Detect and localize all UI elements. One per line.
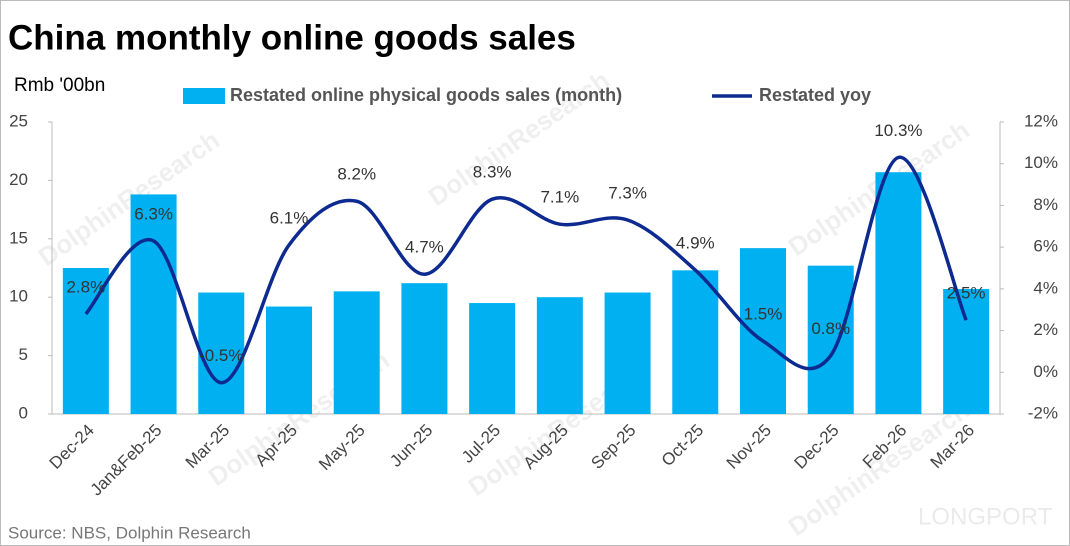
y2-tick-label: -2%: [1028, 403, 1058, 422]
data-label: 4.7%: [405, 238, 444, 257]
y2-tick-label: 10%: [1024, 153, 1058, 172]
data-label: 7.3%: [608, 184, 647, 203]
data-label: -0.5%: [199, 346, 243, 365]
source: Source: NBS, Dolphin Research: [8, 523, 251, 542]
bar: [130, 194, 177, 414]
bar: [536, 297, 583, 414]
y-axis-label: Rmb '00bn: [14, 75, 105, 96]
bar: [672, 270, 719, 414]
legend-label: Restated online physical goods sales (mo…: [230, 85, 622, 105]
bar: [198, 292, 245, 414]
bar: [943, 289, 990, 414]
bar: [266, 306, 312, 414]
y2-tick-label: 8%: [1033, 195, 1058, 214]
data-label: 8.2%: [337, 165, 376, 184]
y-tick-label: 0: [19, 403, 28, 422]
y-tick-label: 15: [9, 228, 28, 247]
y-tick-label: 25: [9, 111, 28, 130]
bar: [401, 283, 448, 414]
y2-tick-label: 6%: [1033, 237, 1058, 256]
legend-label: Restated yoy: [759, 85, 871, 105]
data-label: 2.5%: [947, 284, 986, 303]
y2-tick-label: 4%: [1033, 278, 1058, 297]
data-label: 0.8%: [811, 319, 850, 338]
bar: [807, 265, 854, 414]
bar: [875, 172, 922, 414]
data-label: 1.5%: [744, 304, 783, 323]
legend-swatch: [183, 88, 225, 104]
y2-tick-label: 12%: [1024, 111, 1058, 130]
data-label: 10.3%: [874, 121, 922, 140]
bar: [604, 292, 651, 414]
data-label: 6.1%: [270, 209, 309, 228]
bar: [333, 291, 380, 414]
y-tick-label: 5: [19, 345, 28, 364]
y-tick-label: 20: [9, 170, 28, 189]
data-label: 7.1%: [540, 188, 579, 207]
y2-tick-label: 2%: [1033, 320, 1058, 339]
chart-title: China monthly online goods sales: [8, 18, 576, 57]
bar: [740, 248, 786, 414]
y-tick-label: 10: [9, 287, 28, 306]
data-label: 2.8%: [66, 277, 105, 296]
data-label: 4.9%: [676, 234, 715, 253]
line: [84, 155, 968, 385]
watermark: LONGPORT: [918, 503, 1053, 530]
data-label: 6.3%: [134, 204, 173, 223]
bar: [469, 303, 516, 414]
y2-tick-label: 0%: [1033, 362, 1058, 381]
data-label: 8.3%: [473, 163, 512, 182]
